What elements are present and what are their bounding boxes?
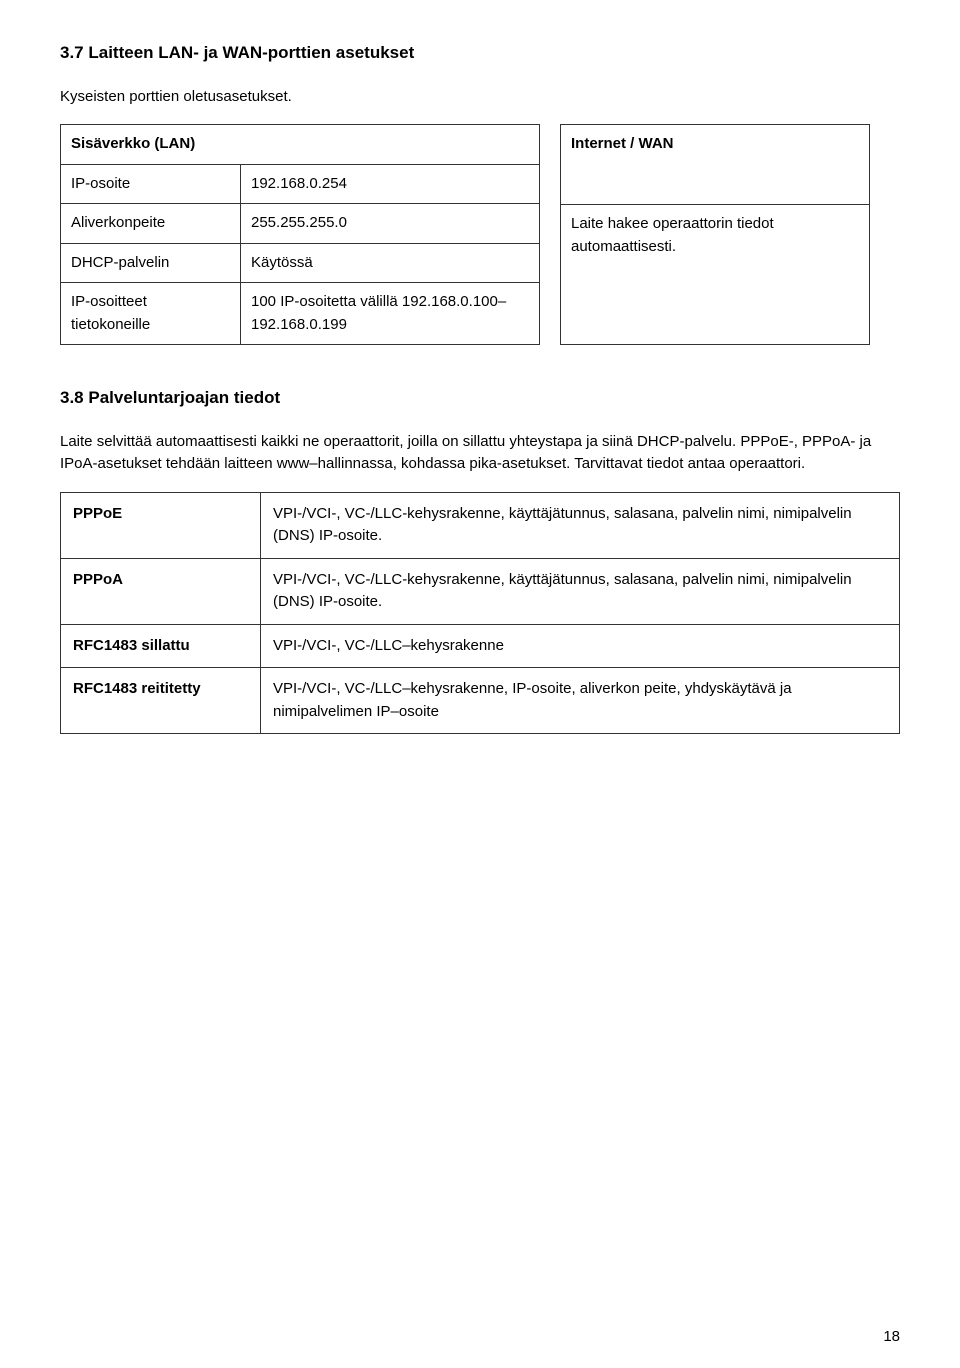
section-3-8-para: Laite selvittää automaattisesti kaikki n… xyxy=(60,431,900,476)
lan-row-value: 255.255.255.0 xyxy=(241,204,540,244)
table-row: IP-osoite 192.168.0.254 xyxy=(61,164,540,204)
page-number: 18 xyxy=(883,1326,900,1349)
section-3-7-intro: Kyseisten porttien oletusasetukset. xyxy=(60,86,900,109)
wan-table: Internet / WAN Laite hakee operaattorin … xyxy=(560,124,870,345)
param-label: RFC1483 sillattu xyxy=(61,624,261,668)
params-table: PPPoE VPI-/VCI-, VC-/LLC-kehysrakenne, k… xyxy=(60,492,900,735)
lan-table: Sisäverkko (LAN) IP-osoite 192.168.0.254… xyxy=(60,124,540,345)
lan-table-header: Sisäverkko (LAN) xyxy=(61,125,540,165)
section-3-8-heading: 3.8 Palveluntarjoajan tiedot xyxy=(60,385,900,411)
param-value: VPI-/VCI-, VC-/LLC–kehysrakenne, IP-osoi… xyxy=(261,668,900,734)
lan-row-value: Käytössä xyxy=(241,243,540,283)
lan-row-label: DHCP-palvelin xyxy=(61,243,241,283)
param-label: PPPoE xyxy=(61,492,261,558)
param-value: VPI-/VCI-, VC-/LLC-kehysrakenne, käyttäj… xyxy=(261,558,900,624)
param-label: RFC1483 reititetty xyxy=(61,668,261,734)
wan-table-header: Internet / WAN xyxy=(561,125,870,205)
table-row: PPPoA VPI-/VCI-, VC-/LLC-kehysrakenne, k… xyxy=(61,558,900,624)
lan-row-value: 192.168.0.254 xyxy=(241,164,540,204)
lan-wan-tables: Sisäverkko (LAN) IP-osoite 192.168.0.254… xyxy=(60,124,900,345)
lan-row-value: 100 IP-osoitetta välillä 192.168.0.100–1… xyxy=(241,283,540,345)
table-row: Aliverkonpeite 255.255.255.0 xyxy=(61,204,540,244)
param-value: VPI-/VCI-, VC-/LLC–kehysrakenne xyxy=(261,624,900,668)
lan-row-label: IP-osoitteet tietokoneille xyxy=(61,283,241,345)
table-row: DHCP-palvelin Käytössä xyxy=(61,243,540,283)
param-label: PPPoA xyxy=(61,558,261,624)
lan-row-label: Aliverkonpeite xyxy=(61,204,241,244)
param-value: VPI-/VCI-, VC-/LLC-kehysrakenne, käyttäj… xyxy=(261,492,900,558)
lan-row-label: IP-osoite xyxy=(61,164,241,204)
table-row: RFC1483 sillattu VPI-/VCI-, VC-/LLC–kehy… xyxy=(61,624,900,668)
table-row: RFC1483 reititetty VPI-/VCI-, VC-/LLC–ke… xyxy=(61,668,900,734)
wan-table-body: Laite hakee operaattorin tiedot automaat… xyxy=(561,205,870,345)
table-row: PPPoE VPI-/VCI-, VC-/LLC-kehysrakenne, k… xyxy=(61,492,900,558)
table-row: IP-osoitteet tietokoneille 100 IP-osoite… xyxy=(61,283,540,345)
section-3-7-heading: 3.7 Laitteen LAN- ja WAN-porttien asetuk… xyxy=(60,40,900,66)
